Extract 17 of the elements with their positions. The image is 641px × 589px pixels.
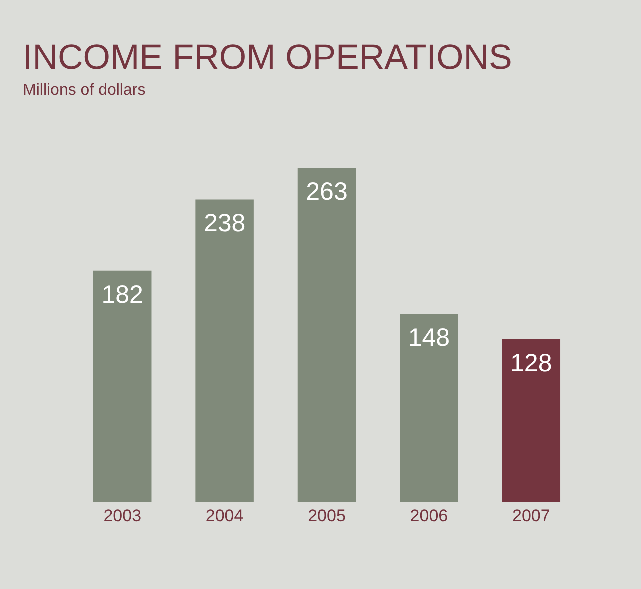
x-tick-label: 2006 [410, 506, 448, 526]
bar [298, 168, 356, 502]
x-tick-label: 2003 [104, 506, 142, 526]
data-label: 128 [510, 349, 552, 378]
data-label: 238 [204, 210, 246, 238]
x-tick-label: 2004 [206, 506, 244, 526]
data-label: 263 [306, 178, 348, 206]
bar [93, 270, 152, 502]
bar [502, 339, 561, 502]
x-tick-label: 2007 [512, 506, 550, 526]
bar [400, 314, 458, 502]
x-tick-label: 2005 [308, 506, 346, 526]
bar [196, 200, 254, 502]
chart-title: INCOME FROM OPERATIONS [23, 38, 512, 77]
chart-subtitle: Millions of dollars [23, 82, 146, 99]
data-label: 182 [102, 280, 144, 309]
data-label: 148 [408, 324, 450, 352]
